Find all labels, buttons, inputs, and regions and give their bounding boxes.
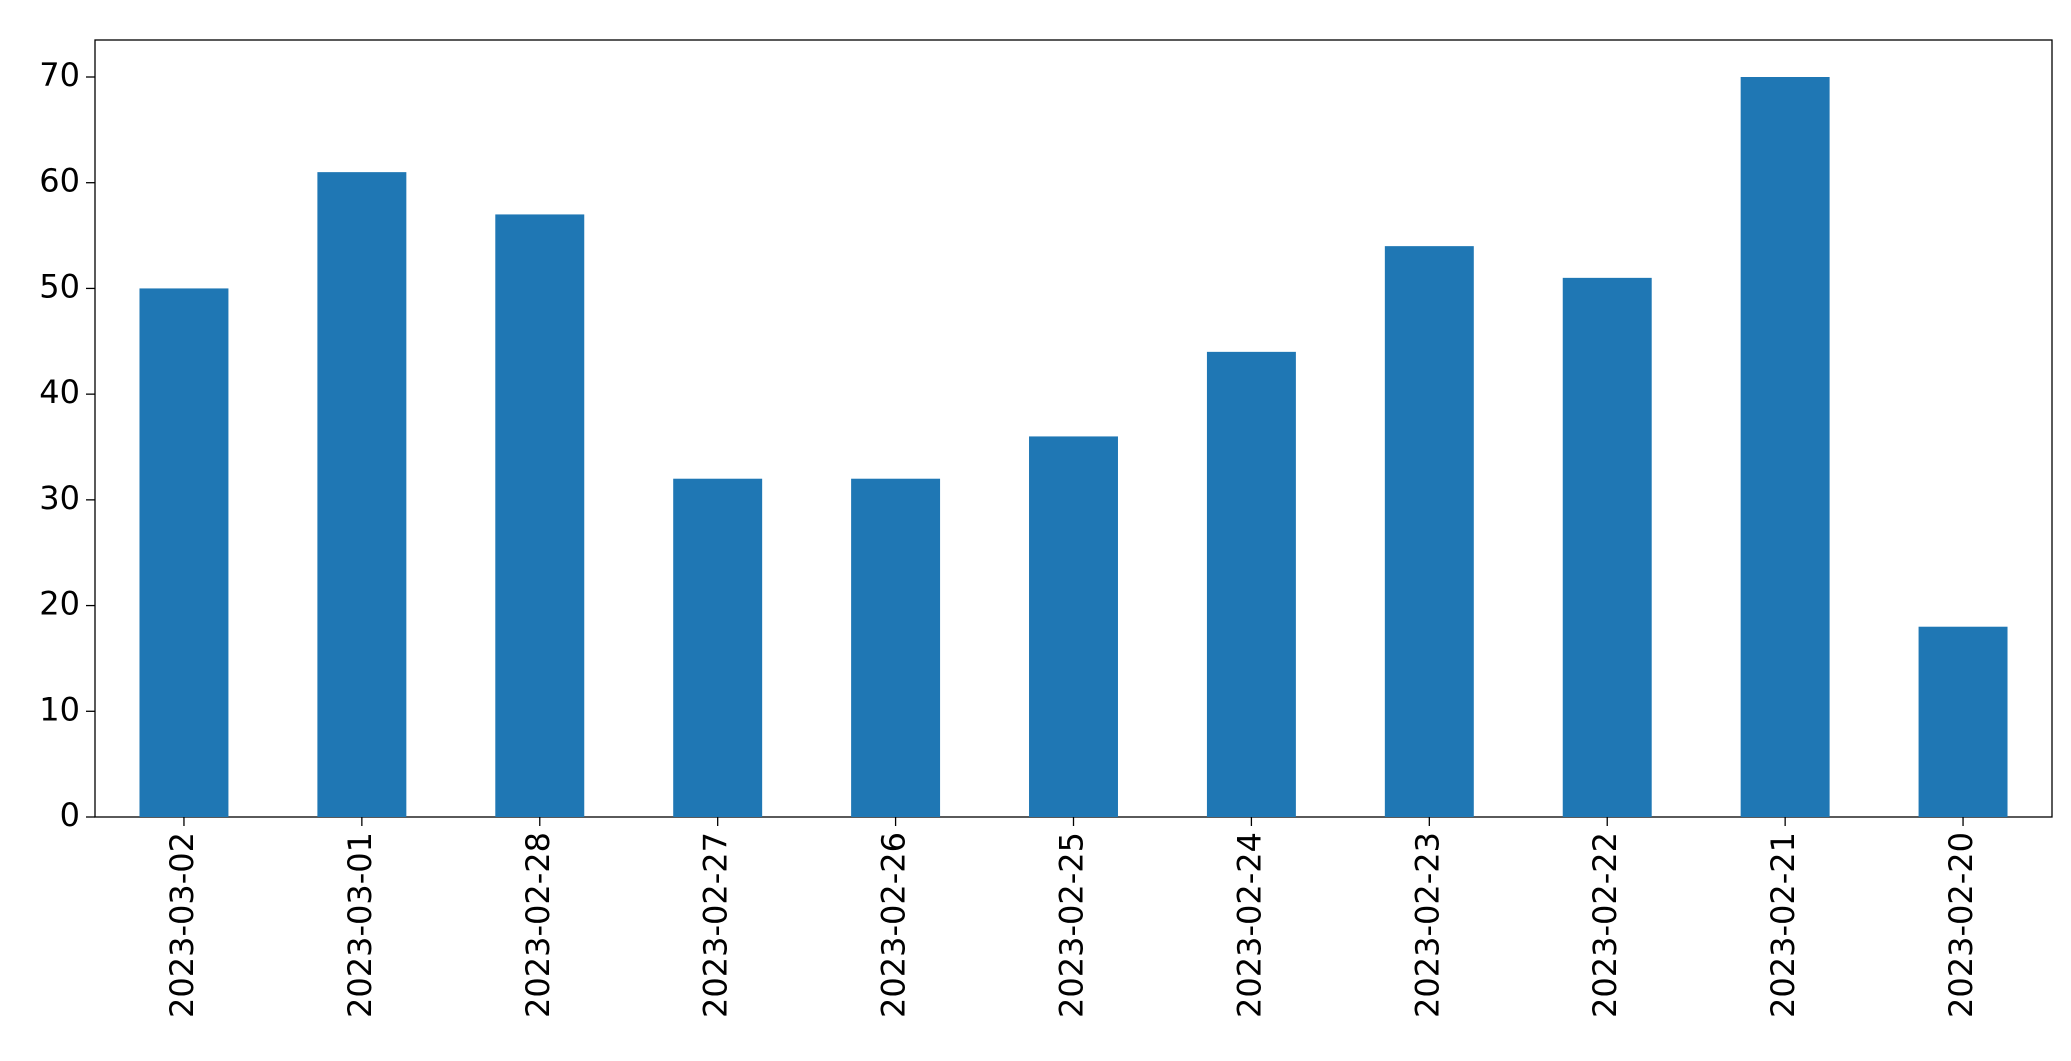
x-tick-label: 2023-03-01 <box>341 832 379 1018</box>
bar <box>495 214 585 817</box>
bar <box>1740 77 1830 817</box>
x-tick-label: 2023-02-24 <box>1230 832 1268 1018</box>
y-tick-label: 20 <box>39 585 80 623</box>
x-tick-label: 2023-02-23 <box>1408 832 1446 1018</box>
bar <box>139 288 229 817</box>
bar <box>1384 246 1474 818</box>
x-tick-label: 2023-02-27 <box>697 832 735 1018</box>
x-tick-label: 2023-02-26 <box>875 832 913 1018</box>
bar <box>317 172 407 818</box>
y-tick-label: 10 <box>39 690 80 728</box>
bar <box>1918 626 2008 817</box>
y-tick-label: 40 <box>39 373 80 411</box>
bar <box>673 478 763 817</box>
y-tick-label: 50 <box>39 267 80 305</box>
y-tick-label: 0 <box>60 796 80 834</box>
bar <box>1562 277 1652 817</box>
bar <box>1206 351 1296 817</box>
x-tick-label: 2023-02-21 <box>1764 832 1802 1018</box>
x-tick-label: 2023-03-02 <box>163 832 201 1018</box>
x-tick-label: 2023-02-22 <box>1586 832 1624 1018</box>
x-tick-label: 2023-02-25 <box>1053 832 1091 1018</box>
y-tick-label: 70 <box>39 56 80 94</box>
x-tick-label: 2023-02-28 <box>519 832 557 1018</box>
x-tick-label: 2023-02-20 <box>1942 832 1980 1018</box>
bar <box>1029 436 1118 817</box>
y-tick-label: 30 <box>39 479 80 517</box>
y-tick-label: 60 <box>39 162 80 200</box>
bar <box>851 478 941 817</box>
